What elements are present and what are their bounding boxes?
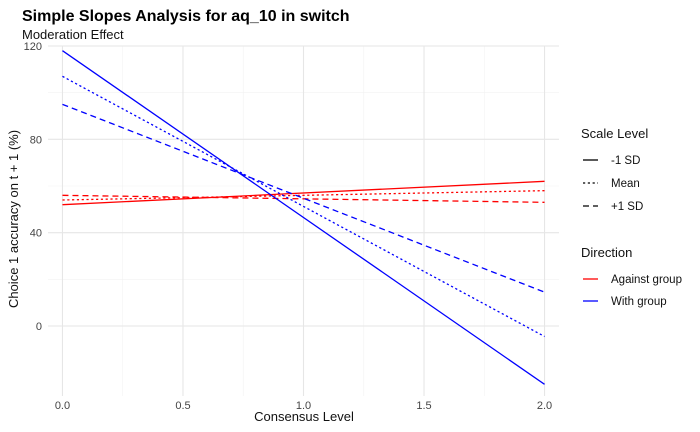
y-tick-label: 0 xyxy=(36,321,42,333)
legend-label: +1 SD xyxy=(611,201,643,213)
legend-label: -1 SD xyxy=(611,155,640,167)
chart-title: Simple Slopes Analysis for aq_10 in swit… xyxy=(22,8,350,25)
legend-label: Against group xyxy=(611,274,682,286)
series-line-with-group-1-sd xyxy=(62,103,545,293)
series-line-with-group-1-sd xyxy=(62,50,545,385)
series-line-with-group-mean xyxy=(62,75,545,338)
x-axis-title: Consensus Level xyxy=(254,409,354,424)
series-line-against-group-1-sd xyxy=(62,194,545,203)
y-axis-title: Choice 1 accuracy on t + 1 (%) xyxy=(6,130,21,308)
legend-label: With group xyxy=(611,296,667,308)
grid xyxy=(48,45,559,396)
legend: Scale Level -1 SD Mean +1 SD Direction Agains… xyxy=(581,126,682,308)
y-tick-label: 120 xyxy=(24,41,42,53)
series-line-against-group-1-sd xyxy=(62,180,545,206)
series-lines xyxy=(62,50,545,385)
x-tick-label: 0.5 xyxy=(175,400,190,412)
x-axis-ticks: 0.0 0.5 1.0 1.5 2.0 xyxy=(55,400,552,412)
legend-title: Direction xyxy=(581,245,632,260)
y-tick-label: 40 xyxy=(30,228,42,240)
y-axis-ticks: 0 40 80 120 xyxy=(24,41,42,333)
x-tick-label: 0.0 xyxy=(55,400,70,412)
legend-title: Scale Level xyxy=(581,126,648,141)
series-line-against-group-mean xyxy=(62,190,545,201)
x-tick-label: 1.0 xyxy=(296,400,311,412)
y-tick-label: 80 xyxy=(30,134,42,146)
x-tick-label: 1.5 xyxy=(416,400,431,412)
chart-subtitle: Moderation Effect xyxy=(22,27,124,42)
x-tick-label: 2.0 xyxy=(537,400,552,412)
legend-label: Mean xyxy=(611,178,640,190)
